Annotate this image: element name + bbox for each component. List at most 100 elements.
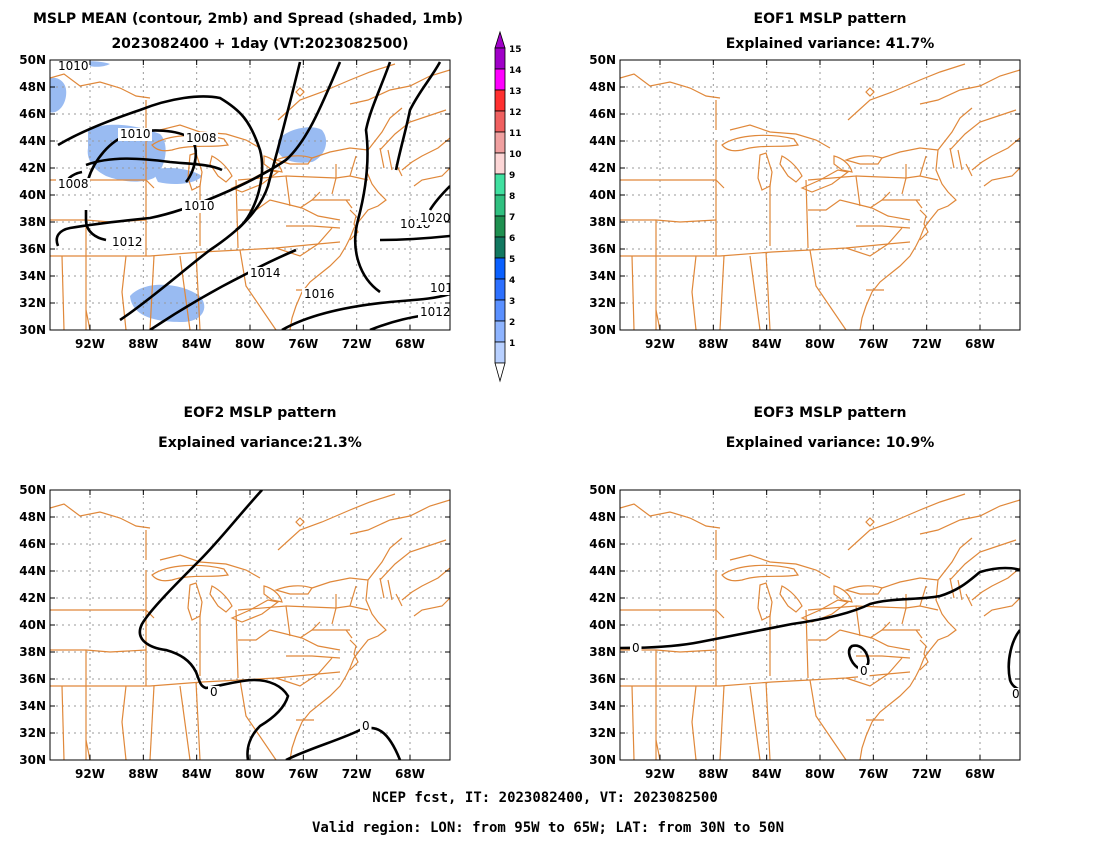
lat-tick-label: 30N: [589, 753, 616, 767]
contour-label-bg: [56, 178, 90, 191]
lat-tick-label: 34N: [589, 269, 616, 283]
map-boundary-line: [159, 554, 261, 579]
map-layer: [620, 60, 1020, 330]
map-boundary-line: [779, 585, 803, 613]
lon-tick-label: 84W: [752, 767, 782, 781]
map-boundary-line: [749, 255, 761, 330]
map-boundary-line: [295, 87, 305, 97]
map-boundary-line: [209, 155, 233, 183]
map-boundary-line: [230, 599, 280, 623]
map-boundary-line: [859, 649, 931, 760]
map-boundary-line: [855, 175, 939, 181]
map-boundary-line: [729, 124, 831, 149]
map-boundary-line: [379, 539, 447, 581]
lon-tick-label: 72W: [342, 337, 372, 351]
lon-tick-label: 68W: [395, 337, 425, 351]
spread-shading: [152, 168, 202, 184]
colorbar-segment: [494, 131, 506, 154]
lat-tick-label: 42N: [19, 591, 46, 605]
lat-tick-label: 46N: [19, 107, 46, 121]
map-boundary-line: [349, 639, 359, 671]
lat-tick-label: 50N: [19, 483, 46, 497]
map-boundary-line: [50, 649, 147, 653]
map-boundary-line: [401, 137, 450, 171]
contour-line: [353, 61, 392, 294]
map-boundary-line: [311, 577, 369, 589]
map-boundary-line: [919, 499, 1020, 535]
map-boundary-line: [387, 149, 393, 171]
lat-tick-label: 36N: [19, 672, 46, 686]
map-boundary-line: [808, 199, 911, 221]
lat-tick-label: 36N: [589, 672, 616, 686]
map-boundary-line: [949, 539, 1017, 581]
map-boundary-line: [859, 219, 931, 330]
map-boundary-line: [331, 594, 337, 625]
lon-tick-label: 88W: [698, 767, 728, 781]
colorbar-label: 8: [509, 192, 515, 202]
contour-line: [86, 129, 198, 183]
map-boundary-line: [957, 149, 963, 171]
map-boundary-line: [856, 225, 911, 229]
contour-line: [85, 157, 223, 172]
map-boundary-line: [285, 605, 369, 611]
lat-tick-label: 40N: [19, 188, 46, 202]
contour-label-bg: [630, 642, 642, 655]
lat-tick-label: 38N: [19, 215, 46, 229]
lat-tick-label: 38N: [589, 215, 616, 229]
map-boundary-line: [887, 657, 903, 675]
lon-tick-label: 92W: [645, 337, 675, 351]
lat-tick-label: 48N: [589, 510, 616, 524]
map-boundary-line: [286, 655, 341, 659]
map-boundary-line: [844, 585, 883, 595]
lon-tick-label: 68W: [965, 767, 995, 781]
panel-eof3-map: 0 0 0 50N 48N 46N 44N 42N 40N 38N 36N 34N 32N 30N 92W 8…: [589, 483, 1021, 781]
panel-eof3-title: EOF3 MSLP pattern: [754, 405, 907, 421]
lon-tick-label: 72W: [912, 337, 942, 351]
colorbar-label: 15: [509, 45, 522, 55]
colorbar-label: 2: [509, 318, 515, 328]
lat-tick-label: 42N: [19, 161, 46, 175]
colorbar-segment: [494, 47, 506, 70]
lon-tick-label: 92W: [75, 767, 105, 781]
colorbar-label: 6: [509, 234, 515, 244]
map-boundary-line: [121, 685, 127, 760]
lat-tick-label: 46N: [589, 107, 616, 121]
contour-label: 1012: [420, 305, 451, 319]
map-clipped-layer: 00: [50, 490, 450, 760]
map-boundary-line: [865, 517, 875, 527]
map-boundary-line: [937, 107, 973, 151]
lon-tick-label: 84W: [752, 337, 782, 351]
lon-tick-label: 76W: [288, 337, 318, 351]
map-boundary-line: [809, 249, 847, 330]
panel-eof3-subtitle: Explained variance: 10.9%: [726, 435, 935, 451]
lat-tick-label: 48N: [589, 80, 616, 94]
map-boundary-line: [413, 167, 450, 187]
map-boundary-line: [845, 673, 889, 687]
contour-line: [428, 185, 450, 211]
map-boundary-line: [149, 255, 155, 330]
lon-tick-label: 92W: [645, 767, 675, 781]
lat-tick-label: 48N: [19, 510, 46, 524]
map-boundary-line: [345, 199, 353, 209]
map-boundary-line: [311, 147, 369, 159]
lat-tick-label: 36N: [19, 242, 46, 256]
map-boundary-line: [149, 685, 155, 760]
contour-line: [620, 566, 1020, 650]
map-boundary-line: [239, 249, 277, 330]
lat-tick-label: 32N: [19, 726, 46, 740]
map-boundary-line: [295, 517, 305, 527]
lon-tick-label: 76W: [288, 767, 318, 781]
colorbar-segment: [494, 89, 506, 112]
panel-mean-subtitle: 2023082400 + 1day (VT:2023082500): [111, 36, 408, 52]
lon-tick-label: 68W: [965, 337, 995, 351]
map-boundary-line: [349, 585, 357, 607]
contour-label: 0: [1012, 687, 1020, 701]
lon-tick-label: 88W: [128, 337, 158, 351]
contour-label: 1010: [184, 199, 215, 213]
contour-line: [119, 61, 302, 322]
map-boundary-line: [209, 585, 233, 613]
map-boundary-line: [345, 629, 353, 639]
map-boundary-line: [349, 155, 357, 177]
lat-tick-label: 32N: [19, 296, 46, 310]
